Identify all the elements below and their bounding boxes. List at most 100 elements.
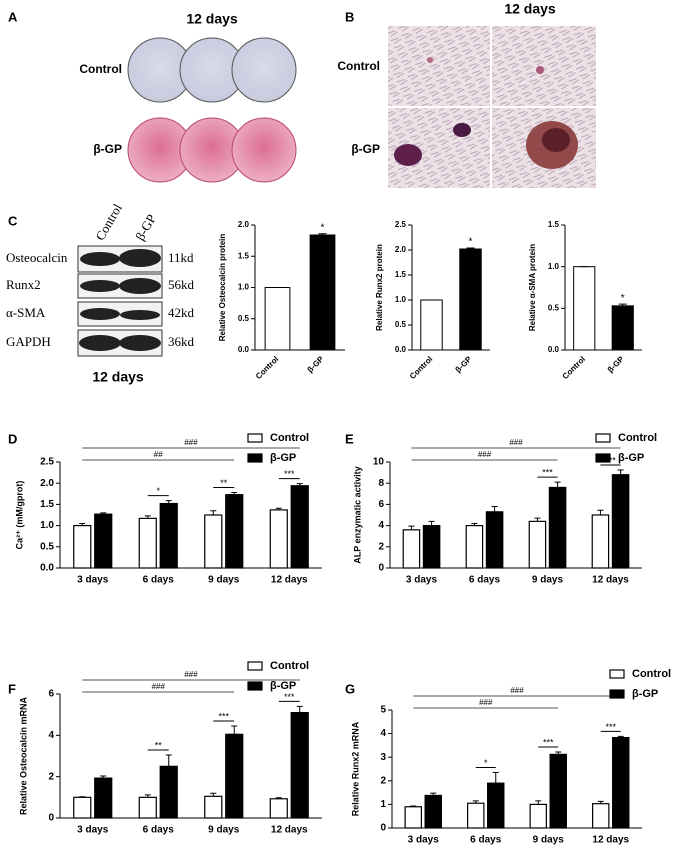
error-bar <box>492 772 499 784</box>
y-tick-label: 2.0 <box>395 245 407 254</box>
legend-swatch <box>609 689 625 699</box>
y-axis-label: Ca²⁺ (mM/gprot) <box>14 481 24 550</box>
error-bar <box>555 751 562 755</box>
significance: *** <box>605 455 616 465</box>
legend-label: β-GP <box>270 680 296 692</box>
error-bar <box>231 492 238 495</box>
significance: *** <box>605 722 616 732</box>
significance: ** <box>220 478 228 488</box>
bracket-label: ### <box>184 670 198 679</box>
y-tick-label: 0.0 <box>395 345 407 354</box>
error-bar <box>617 469 624 475</box>
protein-name: α-SMA <box>6 305 46 320</box>
bar <box>612 737 630 829</box>
protein-size: 42kd <box>168 305 195 320</box>
y-tick-label: 10 <box>373 457 385 468</box>
x-tick-label: 12 days <box>271 575 308 586</box>
x-tick-label: β-GP <box>606 354 626 374</box>
error-bar <box>597 509 604 515</box>
error-bar <box>410 805 417 807</box>
legend-label: β-GP <box>632 688 658 700</box>
blot-band <box>79 249 161 351</box>
significance: *** <box>284 692 295 702</box>
bar <box>159 502 178 569</box>
error-bar <box>275 507 282 510</box>
bar <box>290 485 309 569</box>
error-bar <box>275 797 282 799</box>
y-tick-label: 2 <box>48 771 54 782</box>
error-bar <box>428 520 435 526</box>
legend-swatch <box>595 453 611 463</box>
bracket-label: ### <box>479 698 493 707</box>
x-tick-label: 3 days <box>408 835 440 846</box>
y-tick-label: 0.5 <box>40 541 54 552</box>
bracket-label: ### <box>509 438 523 447</box>
x-tick-label: 6 days <box>143 825 175 836</box>
bracket-label: ### <box>184 438 198 447</box>
bar <box>424 794 442 829</box>
y-tick-label: 1.0 <box>395 295 407 304</box>
error-bar <box>165 500 172 504</box>
legend-swatch <box>247 661 263 671</box>
y-tick-label: 2.5 <box>395 220 407 229</box>
protein-name: Osteocalcin <box>6 250 68 265</box>
y-axis-label: Relative Osteocalcin protein <box>218 234 227 342</box>
error-bar <box>100 512 107 515</box>
panel-title: 12 days <box>504 1 556 17</box>
bar <box>548 486 567 569</box>
bar <box>225 494 244 569</box>
bar <box>225 733 244 819</box>
bar <box>73 524 92 569</box>
significance: * <box>321 222 325 233</box>
significance: *** <box>543 737 554 747</box>
y-tick-label: 2 <box>378 541 384 552</box>
bar <box>573 266 596 351</box>
error-bar <box>79 522 86 526</box>
y-tick-label: 0 <box>48 813 54 824</box>
bracket-label: ### <box>152 682 166 691</box>
y-tick-label: 6 <box>378 499 384 510</box>
error-bar <box>144 515 151 519</box>
bar <box>420 299 443 351</box>
error-bar <box>210 510 217 515</box>
well-plate <box>127 37 297 183</box>
bar <box>290 711 309 819</box>
bar <box>549 753 567 829</box>
bar <box>94 513 113 569</box>
y-tick-label: 1.0 <box>40 520 54 531</box>
y-tick-label: 1 <box>380 799 386 810</box>
y-axis-label: Relative Runx2 protein <box>375 244 384 331</box>
error-bar <box>554 481 561 488</box>
y-tick-label: 0.5 <box>548 303 560 312</box>
x-tick-label: 3 days <box>77 575 109 586</box>
x-tick-label: 9 days <box>532 575 564 586</box>
legend-swatch <box>247 681 263 691</box>
error-bar <box>210 792 217 797</box>
protein-name: Runx2 <box>6 277 41 292</box>
error-bar <box>535 800 542 805</box>
y-tick-label: 4 <box>378 520 384 531</box>
significance: * <box>156 486 160 496</box>
lane-label: Control <box>92 201 125 243</box>
y-tick-label: 1.5 <box>395 270 407 279</box>
y-tick-label: 0.0 <box>548 345 560 354</box>
legend-label: β-GP <box>618 452 644 464</box>
bar <box>269 798 288 819</box>
error-bar <box>430 792 437 796</box>
error-bar <box>491 506 498 512</box>
x-tick-label: 12 days <box>592 575 629 586</box>
error-bar <box>471 522 478 526</box>
bar <box>422 524 441 569</box>
y-axis-label: Relative Osteocalcin mRNA <box>18 696 28 815</box>
bar <box>402 529 421 569</box>
y-tick-label: 0.5 <box>238 314 250 323</box>
bar <box>269 509 288 569</box>
x-tick-label: 12 days <box>592 835 629 846</box>
significance: *** <box>542 468 553 478</box>
x-tick-label: 3 days <box>77 825 109 836</box>
legend-swatch <box>247 433 263 443</box>
panel-label: B <box>345 9 354 24</box>
bar <box>159 765 178 819</box>
x-tick-label: Control <box>408 355 434 381</box>
significance: *** <box>284 469 295 479</box>
